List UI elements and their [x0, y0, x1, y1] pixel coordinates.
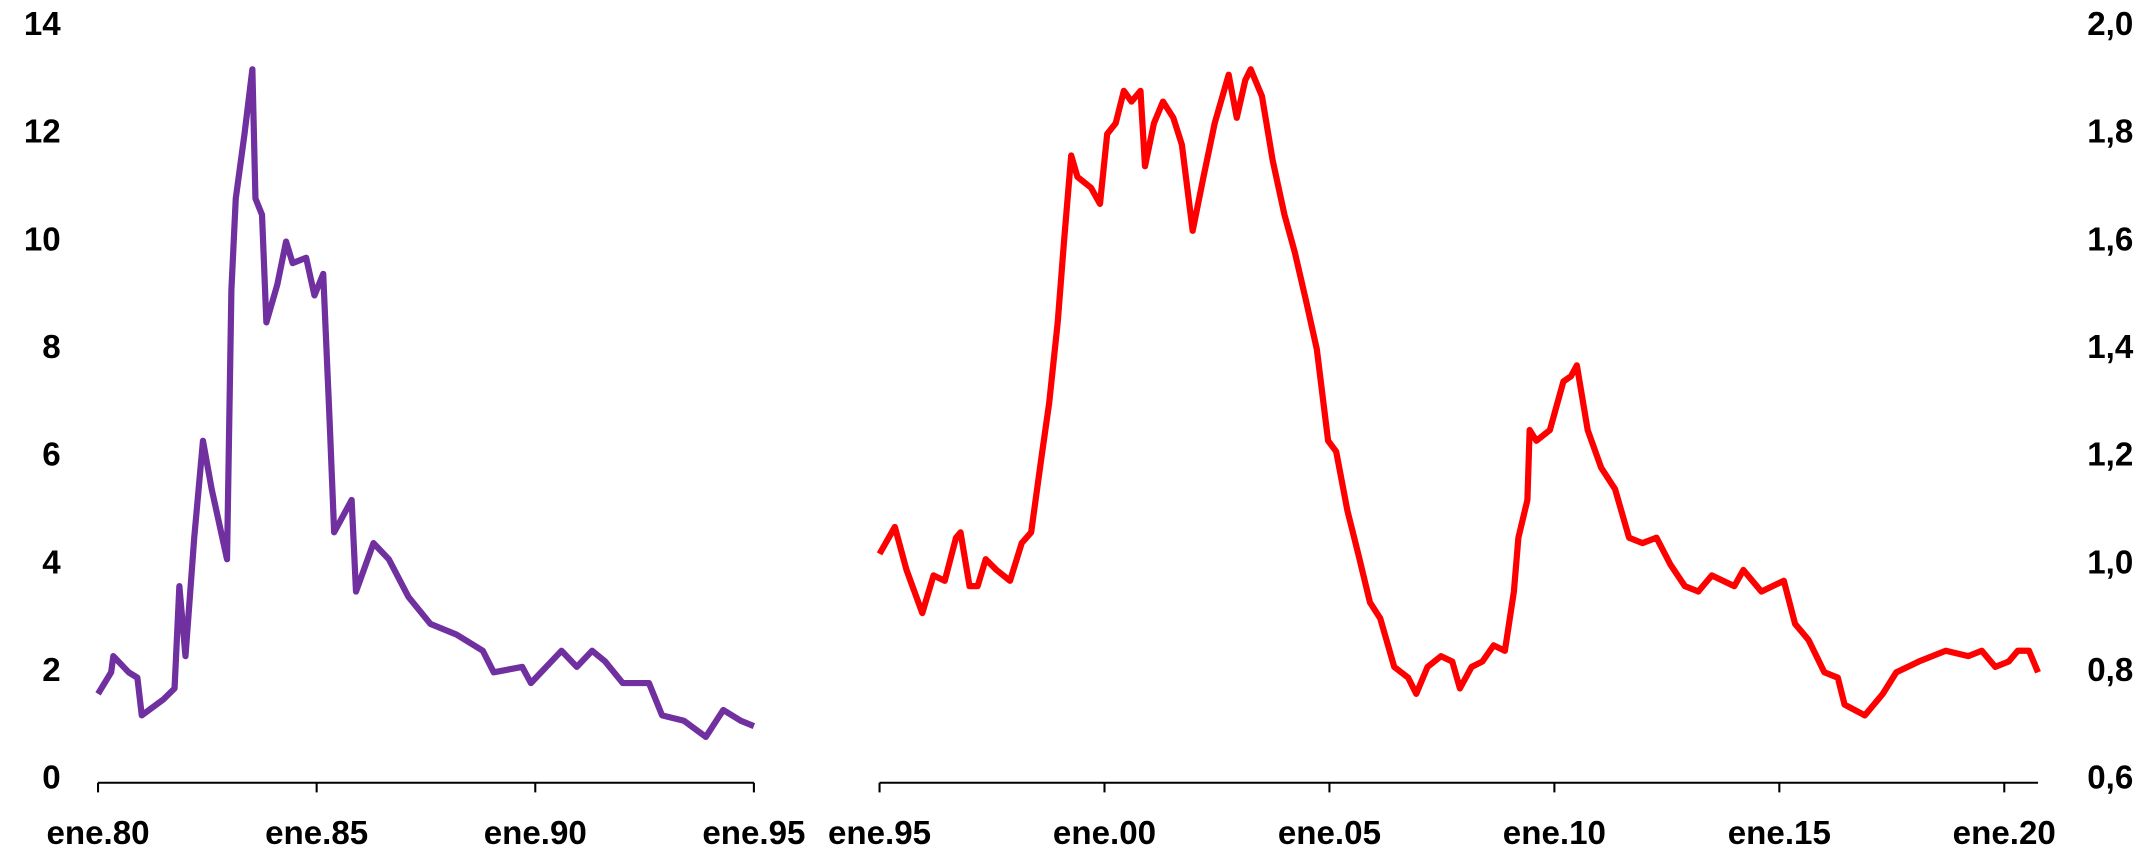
y-tick-label: 14 [24, 6, 61, 43]
x-tick-label: ene.95 [828, 815, 931, 849]
x-tick-label: ene.20 [1953, 815, 2056, 849]
y-tick-label: 0,6 [2087, 760, 2133, 797]
x-tick-label: ene.95 [702, 815, 805, 849]
y-tick-label: 10 [24, 221, 61, 258]
x-tick-label: ene.15 [1728, 815, 1831, 849]
y-tick-label: 12 [24, 114, 61, 151]
y-tick-label: 0,8 [2087, 652, 2133, 689]
y-tick-label: 1,0 [2087, 544, 2133, 581]
data-line [95, 66, 756, 741]
x-tick-label: ene.85 [265, 815, 368, 849]
y-tick-label: 2,0 [2087, 6, 2133, 43]
y-tick-label: 8 [42, 329, 60, 366]
x-tick-label: ene.10 [1503, 815, 1606, 849]
x-tick-label: ene.05 [1278, 815, 1381, 849]
y-tick-label: 1,6 [2087, 221, 2133, 258]
y-tick-label: 1,8 [2087, 114, 2133, 151]
y-tick-label: 0 [42, 760, 60, 797]
x-tick-label: ene.00 [1053, 815, 1156, 849]
x-tick-label: ene.90 [484, 815, 587, 849]
data-line [876, 66, 2041, 719]
y-tick-label: 1,2 [2087, 437, 2133, 474]
y-tick-label: 6 [42, 437, 60, 474]
y-tick-label: 1,4 [2087, 329, 2134, 366]
y-tick-label: 2 [42, 652, 60, 689]
x-tick-label: ene.80 [46, 815, 149, 849]
y-tick-label: 4 [42, 544, 61, 581]
